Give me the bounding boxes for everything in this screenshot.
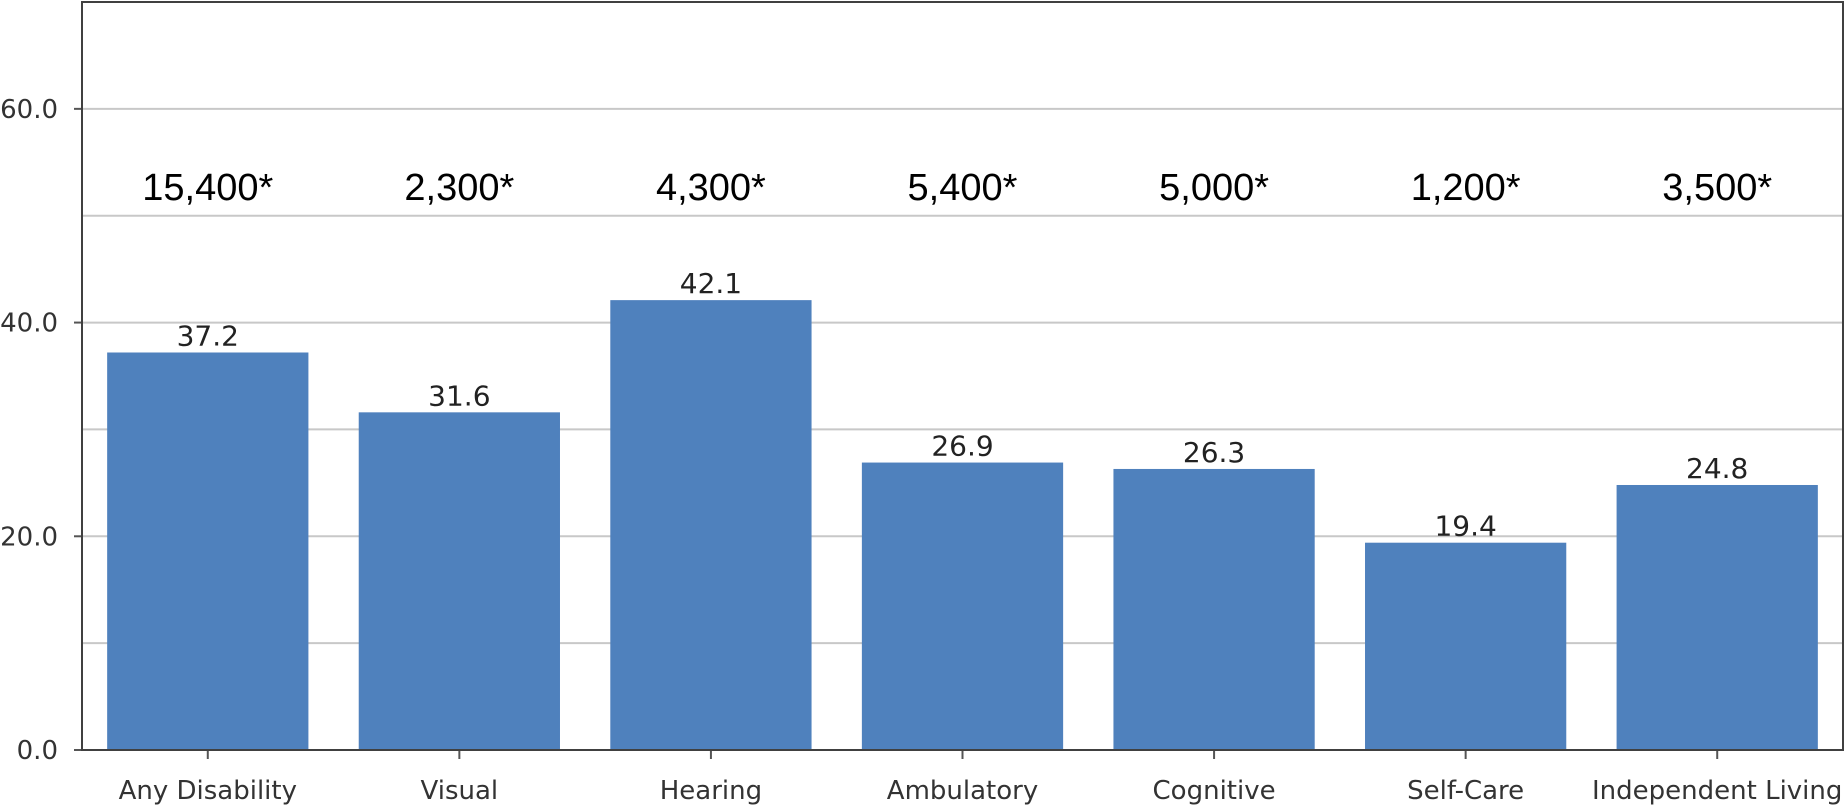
x-tick-label: Self-Care [1407, 776, 1524, 806]
bar [1113, 468, 1315, 750]
y-tick-label: 40.0 [0, 309, 58, 339]
bar-value-label: 24.8 [1686, 452, 1748, 485]
value-labels: 37.2 31.6 42.1 26.9 26.3 19.4 24.8 [177, 267, 1749, 543]
count-annotation: 15,400* [142, 167, 273, 209]
axes [74, 1, 1844, 759]
bars [107, 300, 1818, 750]
count-annotation: 3,500* [1662, 167, 1772, 209]
x-tick-label: Any Disability [119, 776, 297, 806]
x-tick-label: Cognitive [1153, 776, 1276, 806]
y-tick-label: 60.0 [0, 95, 58, 125]
x-tick-label: Hearing [660, 776, 762, 806]
bar-value-label: 19.4 [1434, 510, 1496, 543]
bar [610, 300, 812, 750]
bar-value-label: 31.6 [428, 379, 490, 412]
x-tick-label: Independent Living [1592, 776, 1842, 806]
x-axis-tick-labels: Any Disability Visual Hearing Ambulatory Cog… [119, 776, 1843, 806]
bar-value-label: 37.2 [177, 319, 239, 352]
y-tick-label: 20.0 [0, 522, 58, 552]
y-axis-tick-labels: 0.0 20.0 40.0 60.0 [0, 95, 58, 766]
bar-value-label: 26.9 [931, 430, 993, 463]
count-annotation: 1,200* [1411, 167, 1521, 209]
bar-value-label: 26.3 [1183, 436, 1245, 469]
bar [107, 352, 309, 750]
y-tick-label: 0.0 [17, 736, 58, 766]
count-annotation: 4,300* [656, 167, 766, 209]
bar-value-label: 42.1 [680, 267, 742, 300]
count-annotation: 5,400* [908, 167, 1018, 209]
bar [358, 412, 560, 750]
bar [861, 462, 1064, 750]
x-tick-label: Ambulatory [887, 776, 1038, 806]
plot-frame [81, 1, 1844, 751]
count-annotation: 5,000* [1159, 167, 1269, 209]
bar [1365, 542, 1567, 750]
x-tick-label: Visual [421, 776, 499, 806]
bar [1616, 484, 1818, 750]
count-annotations: 15,400* 2,300* 4,300* 5,400* 5,000* 1,200* 3,5… [142, 167, 1772, 209]
count-annotation: 2,300* [404, 167, 514, 209]
